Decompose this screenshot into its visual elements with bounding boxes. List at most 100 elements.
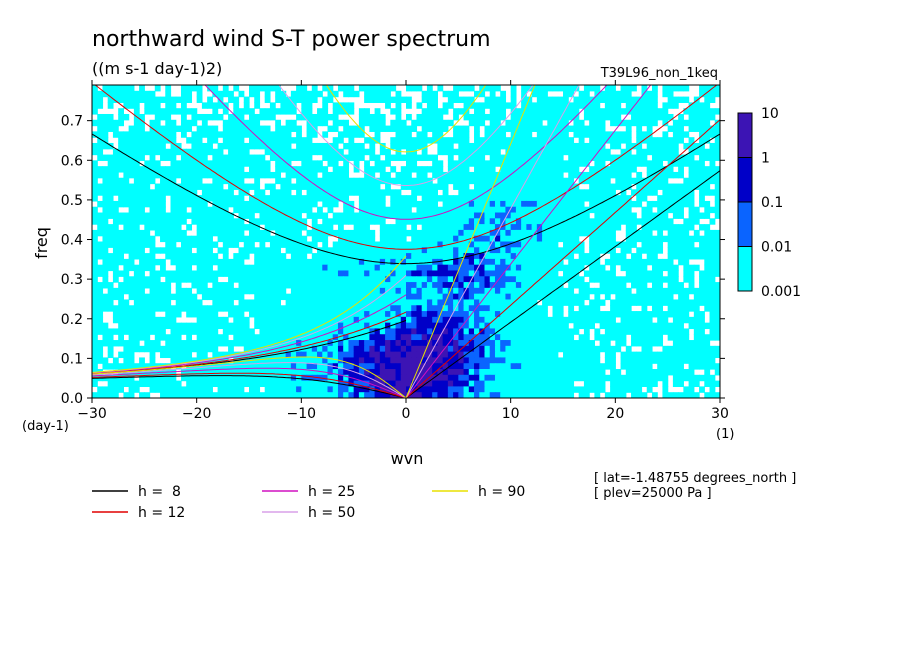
heatmap-cell (311, 166, 318, 173)
heatmap-cell (583, 282, 590, 289)
heatmap-cell (521, 282, 527, 289)
heatmap-cell (170, 322, 177, 330)
heatmap-cell (175, 351, 182, 359)
heatmap-cell (547, 316, 554, 324)
heatmap-cell (311, 357, 318, 364)
heatmap-cell (437, 357, 444, 364)
heatmap-cell (709, 258, 716, 266)
heatmap-cell (264, 200, 271, 208)
heatmap-cell (557, 177, 564, 185)
heatmap-cell (547, 247, 554, 254)
heatmap-cell (123, 224, 130, 231)
heatmap-cell (400, 177, 407, 185)
heatmap-cell (296, 328, 302, 335)
heatmap-cell (426, 125, 433, 132)
heatmap-cell (474, 102, 480, 109)
heatmap-cell (589, 102, 595, 109)
heatmap-cell (118, 166, 124, 173)
heatmap-cell (369, 113, 376, 121)
heatmap-cell (484, 299, 491, 306)
heatmap-cell (589, 258, 595, 266)
heatmap-cell (249, 334, 255, 341)
heatmap-cell (536, 247, 543, 254)
heatmap-cell (133, 195, 140, 202)
heatmap-cell (332, 287, 339, 295)
heatmap-cell (615, 311, 622, 318)
heatmap-cell (693, 125, 700, 132)
heatmap-cell (437, 119, 444, 127)
heatmap-cell (442, 287, 449, 295)
heatmap-cell (201, 160, 208, 167)
heatmap-cell (160, 293, 166, 301)
heatmap-cell (521, 340, 527, 347)
heatmap-cell (92, 142, 98, 150)
heatmap-cell (201, 345, 208, 353)
heatmap-cell (688, 171, 695, 179)
heatmap-cell (536, 200, 543, 208)
heatmap-cell (217, 293, 224, 301)
heatmap-cell (243, 148, 250, 156)
heatmap-cell (636, 108, 643, 115)
heatmap-cell (641, 282, 648, 289)
heatmap-cell (400, 328, 407, 335)
heatmap-cell (521, 137, 527, 144)
heatmap-cell (374, 264, 381, 272)
heatmap-cell (599, 189, 606, 196)
heatmap-cell (201, 316, 208, 324)
heatmap-cell (264, 328, 271, 335)
heatmap-cell (343, 171, 350, 179)
heatmap-cell (201, 363, 208, 370)
heatmap-cell (479, 247, 486, 254)
heatmap-cell (568, 171, 575, 179)
heatmap-cell (306, 282, 313, 289)
heatmap-cell (118, 195, 124, 202)
heatmap-cell (557, 328, 564, 335)
heatmap-cell (563, 276, 569, 283)
heatmap-cell (400, 119, 407, 127)
heatmap-cell (636, 154, 643, 161)
heatmap-cell (128, 322, 135, 330)
heatmap-cell (678, 200, 684, 208)
heatmap-cell (678, 235, 684, 243)
heatmap-cell (217, 166, 224, 173)
heatmap-cell (494, 137, 501, 144)
heatmap-cell (479, 328, 486, 335)
heatmap-cell (604, 96, 611, 103)
heatmap-cell (678, 247, 684, 254)
heatmap-cell (280, 200, 287, 208)
heatmap-cell (322, 270, 329, 277)
heatmap-cell (332, 212, 339, 219)
heatmap-cell (463, 142, 470, 150)
heatmap-cell (97, 224, 104, 231)
heatmap-cell (175, 148, 182, 156)
heatmap-cell (317, 206, 323, 214)
heatmap-cell (489, 90, 496, 98)
heatmap-cell (521, 311, 527, 318)
heatmap-cell (390, 316, 397, 324)
heatmap-cell (243, 345, 250, 353)
heatmap-cell (285, 363, 292, 370)
heatmap-cell (107, 305, 114, 312)
heatmap-cell (332, 113, 339, 121)
heatmap-cell (474, 119, 480, 127)
heatmap-cell (212, 282, 219, 289)
heatmap-cell (688, 119, 695, 127)
heatmap-cell (327, 282, 334, 289)
heatmap-cell (515, 340, 522, 347)
heatmap-cell (521, 345, 527, 353)
heatmap-cell (128, 166, 135, 173)
heatmap-cell (421, 253, 428, 260)
heatmap-cell (139, 287, 145, 295)
heatmap-cell (416, 299, 423, 306)
heatmap-cell (641, 351, 648, 359)
heatmap-cell (160, 305, 166, 312)
heatmap-cell (416, 264, 423, 272)
heatmap-cell (489, 166, 496, 173)
heatmap-cell (416, 183, 423, 190)
heatmap-cell (589, 340, 595, 347)
heatmap-cell (442, 264, 449, 272)
heatmap-cell (191, 328, 198, 335)
heatmap-cell (615, 131, 622, 138)
heatmap-cell (552, 131, 559, 138)
heatmap-cell (552, 282, 559, 289)
